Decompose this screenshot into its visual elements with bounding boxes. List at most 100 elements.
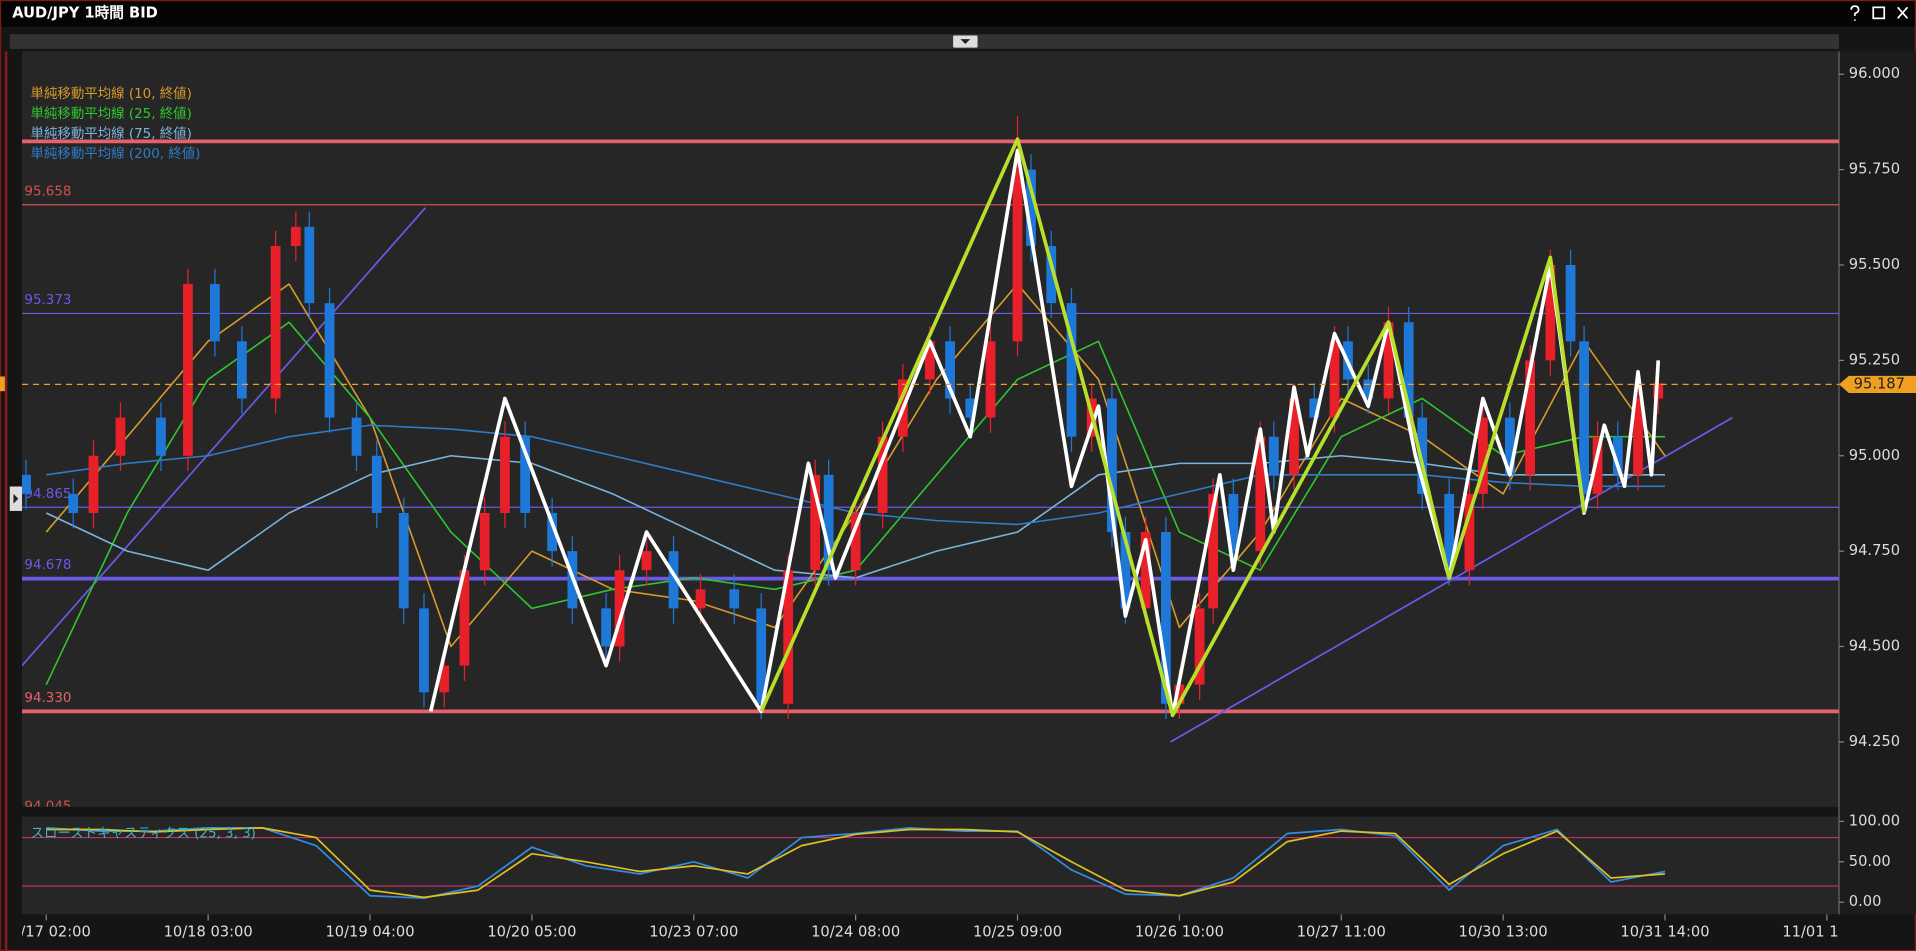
candle-body	[156, 417, 166, 456]
candle-body	[1363, 379, 1374, 399]
last-price-tag	[1839, 375, 1916, 393]
x-tick-label: 10/24 08:00	[811, 924, 900, 941]
candle-body	[668, 551, 679, 609]
candle-body	[520, 436, 531, 513]
candle-body	[1174, 684, 1185, 704]
candle-body	[823, 474, 834, 571]
main-plot: 95.658 95.373 94.865 94.678 94.330 94.045	[21, 116, 1840, 807]
candle-body	[1161, 532, 1171, 704]
candle-body	[21, 474, 31, 494]
candle-body	[1120, 532, 1131, 609]
candle-body	[1504, 417, 1515, 475]
candle-body	[1289, 398, 1299, 475]
zigzag-line	[759, 137, 1586, 718]
level-label: 95.373	[24, 293, 71, 308]
y-tick-label: 94.250	[1849, 733, 1900, 750]
candle-body	[1478, 417, 1488, 494]
legend-entry: 単純移動平均線 (25, 終値)	[31, 106, 192, 122]
candle-body	[641, 551, 652, 571]
toggle-arrow	[960, 39, 971, 45]
candle-body	[1592, 436, 1603, 494]
y-tick-label: 95.000	[1849, 447, 1900, 464]
candle-body	[1066, 303, 1077, 437]
main-panel	[21, 51, 1840, 807]
candle-body	[756, 608, 767, 704]
maximize-button[interactable]	[1872, 6, 1886, 20]
candle-body	[479, 512, 490, 571]
candle-body	[1444, 493, 1455, 571]
y-tick-label: 0.00	[1849, 893, 1882, 910]
x-tick-label: 10/17 02:00	[2, 924, 91, 941]
side-arrow	[13, 493, 19, 504]
candle-body	[1255, 436, 1266, 552]
candle-body	[459, 570, 470, 666]
candle-body	[1579, 341, 1589, 494]
candle-body	[270, 245, 281, 399]
y-tick-label: 95.500	[1849, 256, 1900, 273]
axes: 96.000 95.750 95.500 95.250 95.000 94.750 94.5…	[1839, 65, 1916, 910]
candle-body	[850, 512, 861, 571]
level-label: 94.330	[24, 691, 71, 706]
close-button[interactable]	[1897, 6, 1909, 19]
x-tick-label: 10/25 09:00	[973, 924, 1062, 941]
y-tick-label: 95.250	[1849, 351, 1900, 368]
candle-body	[1417, 417, 1428, 494]
candle-body	[1026, 169, 1036, 246]
candle-body	[783, 570, 794, 704]
legend-entry: 単純移動平均線 (75, 終値)	[31, 126, 192, 142]
candle-body	[810, 474, 821, 571]
candle-body	[210, 284, 220, 342]
x-tick-label: 10/27 11:00	[1297, 924, 1386, 941]
candle-body	[1525, 360, 1535, 475]
time-axis: 10/17 02:00 10/18 03:00 10/19 04:00 10/20 0…	[2, 914, 1871, 941]
oscillator-line	[46, 827, 1666, 899]
y-tick-label: 95.750	[1849, 161, 1900, 178]
candle-body	[1545, 264, 1556, 361]
x-tick-label: 10/31 14:00	[1620, 924, 1709, 941]
candle-body	[351, 417, 362, 456]
x-tick-label: 11/01 15:00	[1782, 924, 1871, 941]
candle-body	[924, 341, 935, 380]
candle-body	[290, 226, 301, 246]
y-tick-label: 94.500	[1849, 638, 1900, 655]
candle-body	[965, 398, 976, 418]
candle-body	[1140, 532, 1151, 609]
candle-body	[439, 665, 450, 693]
candle-body	[1329, 341, 1340, 418]
candle-body	[371, 455, 382, 513]
candle-body	[985, 341, 996, 418]
candle-body	[68, 493, 79, 513]
candle-body	[1268, 436, 1279, 475]
left-marker	[0, 376, 5, 392]
trend-line	[21, 207, 426, 667]
sub-panel	[21, 816, 1840, 915]
sub-plot	[21, 827, 1840, 900]
candle-body	[1464, 493, 1475, 571]
window-buttons[interactable]	[1850, 5, 1909, 21]
level-label: 94.865	[24, 487, 71, 502]
candle-body	[236, 341, 247, 399]
candle-body	[1565, 264, 1576, 342]
x-tick-label: 10/23 07:00	[649, 924, 738, 941]
candle-body	[304, 226, 315, 304]
candle-body	[1633, 398, 1643, 475]
candle-body	[601, 608, 611, 647]
title-bar	[0, 0, 1916, 27]
candle-body	[547, 512, 558, 552]
candle-body	[945, 341, 955, 399]
candle-body	[1383, 322, 1394, 399]
last-price-label: 95.187	[1854, 375, 1905, 392]
x-tick-label: 10/19 04:00	[325, 924, 414, 941]
price-axis	[1839, 51, 1916, 915]
y-tick-label: 94.750	[1849, 542, 1900, 559]
y-tick-label: 96.000	[1849, 65, 1900, 82]
level-label: 94.678	[24, 558, 71, 573]
x-tick-label: 10/18 03:00	[164, 924, 253, 941]
candle-body	[1228, 493, 1239, 552]
candle-body	[1208, 493, 1218, 609]
x-tick-label: 10/20 05:00	[487, 924, 576, 941]
help-button[interactable]	[1850, 5, 1860, 21]
sub-panel-title: スローストキャスティクス (25, 3, 3)	[31, 826, 256, 842]
window-title: AUD/JPY 1時間 BID	[12, 3, 158, 21]
